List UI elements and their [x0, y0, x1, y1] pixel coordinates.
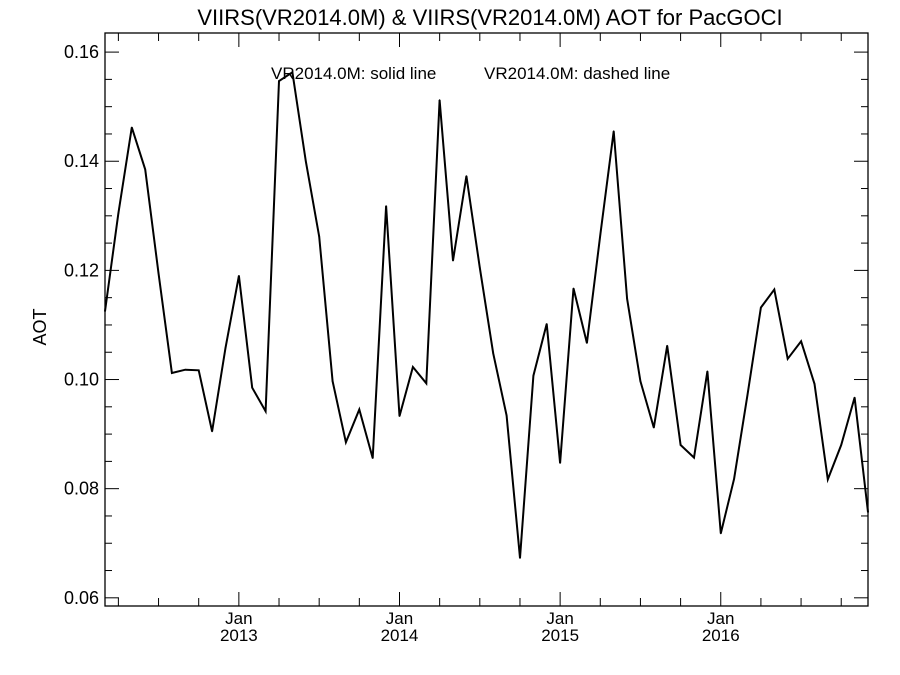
y-tick-label: 0.12 — [64, 260, 99, 280]
y-tick-label: 0.06 — [64, 588, 99, 608]
x-tick-label-year: 2013 — [220, 626, 258, 645]
data-point — [291, 71, 294, 74]
data-point — [505, 414, 508, 417]
chart-title: VIIRS(VR2014.0M) & VIIRS(VR2014.0M) AOT … — [197, 5, 782, 30]
data-point — [398, 415, 401, 417]
data-point — [264, 410, 267, 413]
data-point — [331, 380, 334, 383]
data-point — [586, 342, 588, 344]
data-point — [345, 441, 347, 444]
series-layer — [104, 70, 869, 559]
axis-ticks — [105, 33, 868, 606]
data-point — [545, 323, 548, 325]
y-tick-label: 0.14 — [64, 151, 99, 171]
data-point — [425, 382, 428, 385]
x-tick-label-month: Jan — [546, 609, 573, 628]
tick-labels: 0.060.080.100.120.140.16Jan2013Jan2014Ja… — [64, 42, 740, 645]
data-point — [612, 130, 615, 132]
series-line-solid — [104, 70, 869, 559]
data-point — [746, 394, 749, 396]
data-point — [278, 80, 280, 82]
data-point — [131, 126, 133, 129]
data-point — [251, 386, 253, 389]
data-point — [840, 444, 842, 446]
data-point — [706, 370, 709, 373]
annotation-dashed-line: VR2014.0M: dashed line — [484, 64, 670, 83]
data-point — [786, 358, 789, 360]
x-tick-label-month: Jan — [225, 609, 252, 628]
data-point — [733, 478, 735, 480]
data-point — [666, 344, 668, 347]
data-point — [358, 408, 361, 411]
data-point — [773, 288, 776, 291]
data-point — [813, 383, 816, 385]
data-point — [853, 396, 856, 399]
data-point — [720, 532, 722, 535]
data-point — [385, 205, 387, 207]
x-tick-label-year: 2014 — [381, 626, 419, 645]
data-point — [626, 298, 628, 300]
data-point — [479, 266, 481, 269]
data-point — [867, 511, 869, 513]
data-point — [465, 175, 468, 177]
y-tick-label: 0.10 — [64, 370, 99, 390]
plot-frame — [104, 32, 869, 607]
data-point — [572, 287, 575, 290]
x-tick-label-year: 2016 — [702, 626, 740, 645]
data-point — [318, 235, 321, 238]
data-point — [438, 99, 441, 101]
data-point — [184, 368, 187, 371]
y-tick-label: 0.08 — [64, 479, 99, 499]
data-point — [653, 426, 655, 429]
data-point — [197, 369, 200, 372]
data-point — [679, 444, 682, 446]
data-point — [492, 352, 495, 355]
data-point — [559, 462, 561, 464]
data-point — [693, 456, 695, 459]
data-point — [760, 306, 762, 309]
x-tick-label-month: Jan — [707, 609, 734, 628]
data-point — [639, 380, 642, 383]
x-tick-label-month: Jan — [386, 609, 413, 628]
data-point — [144, 168, 146, 171]
data-point — [800, 340, 802, 343]
data-point — [305, 160, 307, 162]
data-point — [827, 478, 829, 481]
data-point — [519, 557, 521, 559]
data-point — [224, 347, 227, 349]
data-point — [412, 366, 414, 368]
data-point — [104, 310, 106, 313]
data-point — [211, 430, 213, 433]
data-point — [599, 234, 602, 236]
data-point — [117, 212, 120, 214]
data-point — [157, 272, 160, 274]
data-point — [171, 372, 173, 374]
data-point — [452, 259, 454, 262]
data-point — [371, 457, 374, 459]
y-tick-label: 0.16 — [64, 42, 99, 62]
data-point — [238, 275, 240, 277]
y-axis-label: AOT — [30, 308, 50, 345]
x-tick-label-year: 2015 — [541, 626, 579, 645]
data-point — [532, 374, 535, 377]
annotation-solid-line: VR2014.0M: solid line — [271, 64, 436, 83]
